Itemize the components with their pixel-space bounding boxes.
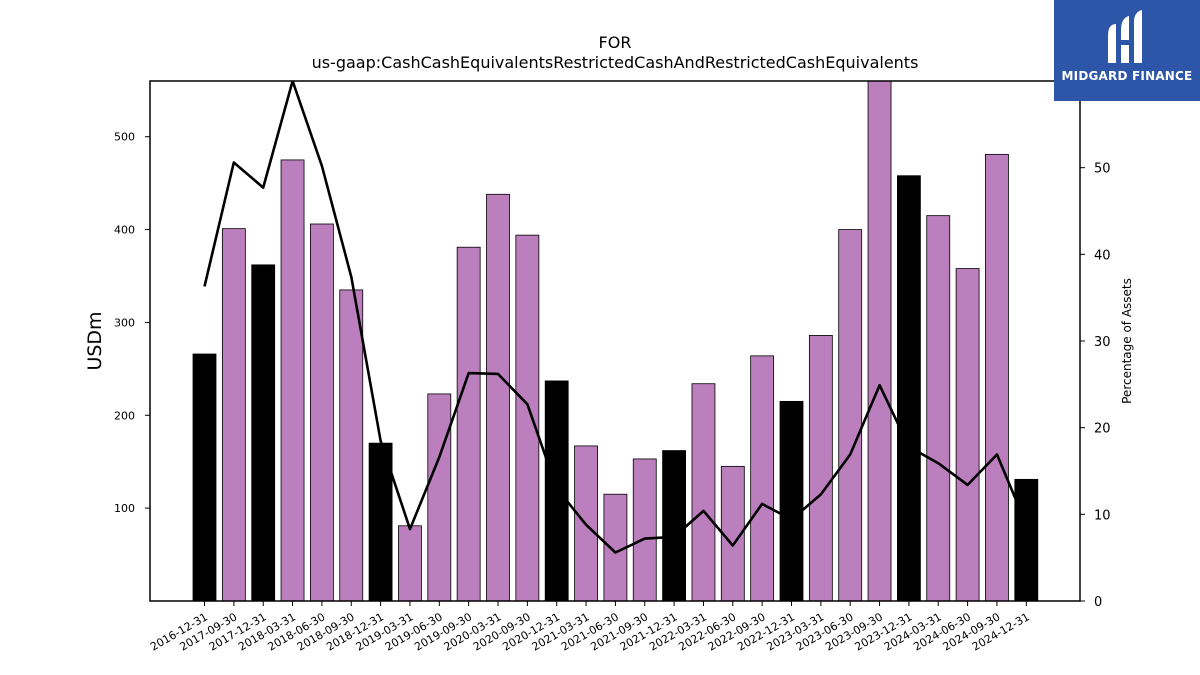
- bar-2020-03-31: [486, 193, 510, 602]
- bar-2021-09-30: [632, 458, 657, 602]
- bar-2023-03-31: [808, 335, 833, 602]
- y-tick-label: 300: [114, 316, 135, 329]
- logo-text: MIDGARD FINANCE: [1061, 69, 1193, 83]
- bars: [192, 80, 1039, 602]
- bar-2021-12-31: [662, 450, 686, 602]
- bar-2020-09-30: [515, 234, 540, 602]
- percentage-line: [203, 81, 1028, 554]
- y-right-tick-label: 20: [1094, 422, 1111, 437]
- bar-2023-09-30: [867, 80, 892, 602]
- chart-title-line2: us-gaap:CashCashEquivalentsRestrictedCas…: [312, 53, 919, 72]
- y-right-tick-label: 10: [1094, 508, 1111, 523]
- y-right-tick-label: 40: [1094, 248, 1111, 263]
- bar-2024-06-30: [955, 268, 980, 602]
- x-axis: 2016-12-312017-09-302017-12-312018-03-31…: [148, 601, 1032, 654]
- y-axis-right-label: Percentage of Assets: [1120, 278, 1134, 404]
- bar-2017-09-30: [221, 228, 246, 602]
- y-right-tick-label: 0: [1094, 595, 1102, 610]
- bar-2020-12-31: [544, 380, 569, 602]
- bar-2023-06-30: [838, 229, 863, 602]
- bar-2024-12-31: [1014, 478, 1039, 602]
- bar-2017-12-31: [251, 264, 276, 602]
- y-right-tick-label: 30: [1094, 335, 1111, 350]
- bar-2018-03-31: [280, 159, 305, 602]
- left-axis: 100 200 300 400 500: [114, 131, 150, 515]
- y-tick-label: 100: [114, 502, 135, 515]
- chart-title-line1: FOR: [599, 33, 632, 52]
- bar-2018-09-30: [339, 289, 364, 602]
- bar-2022-09-30: [750, 355, 775, 602]
- bar-2018-06-30: [309, 223, 334, 602]
- midgard-finance-logo: MIDGARD FINANCE: [1054, 0, 1200, 101]
- y-tick-label: 400: [114, 224, 135, 237]
- bar-2019-09-30: [456, 246, 481, 602]
- y-right-tick-label: 50: [1094, 162, 1111, 177]
- midgard-logo-icon: [1108, 10, 1142, 63]
- bar-2022-12-31: [779, 400, 804, 602]
- bar-2016-12-31: [192, 353, 217, 602]
- bar-2019-03-31: [398, 525, 422, 602]
- y-axis-label: USDm: [84, 311, 106, 370]
- bar-2022-03-31: [691, 383, 716, 602]
- bar-2019-06-30: [427, 393, 452, 602]
- y-tick-label: 200: [114, 409, 135, 422]
- bar-2024-09-30: [985, 153, 1009, 602]
- bar-2024-03-31: [926, 215, 951, 602]
- percentage-line-series: [203, 81, 1028, 554]
- right-axis: 0 10 20 30 40 50: [1080, 162, 1111, 610]
- bar-2023-12-31: [897, 175, 921, 602]
- y-tick-label: 500: [114, 131, 135, 144]
